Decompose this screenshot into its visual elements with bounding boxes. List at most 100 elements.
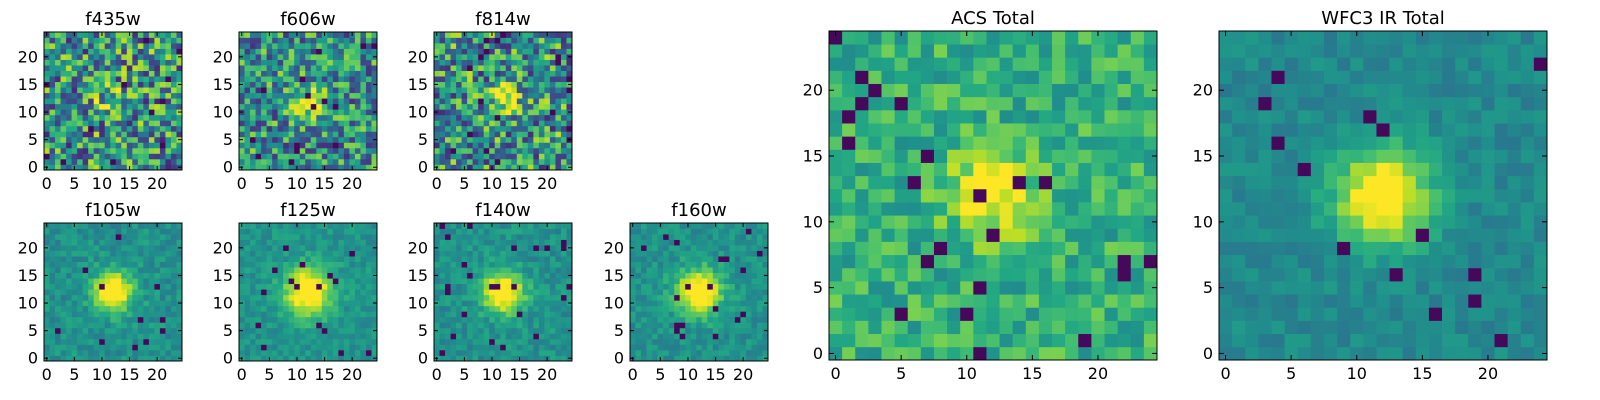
- heatmap-cell: [261, 153, 267, 160]
- heatmap-cell: [82, 70, 89, 77]
- heatmap-cell: [511, 103, 518, 110]
- x-tick-label: 0: [237, 174, 247, 193]
- heatmap-cell: [641, 250, 647, 257]
- heatmap-cell: [999, 188, 1014, 203]
- heatmap-cell: [148, 239, 155, 246]
- heatmap-cell: [544, 234, 551, 240]
- heatmap-cell: [641, 311, 647, 318]
- heatmap-cell: [82, 65, 89, 71]
- heatmap-cell: [360, 54, 367, 60]
- heatmap-cell: [674, 322, 681, 329]
- heatmap-cell: [283, 48, 290, 55]
- heatmap-cell: [354, 245, 361, 251]
- heatmap-cell: [99, 65, 106, 71]
- heatmap-cell: [544, 278, 551, 285]
- heatmap-cell: [261, 59, 267, 66]
- heatmap-cell: [261, 32, 267, 38]
- heatmap-cell: [49, 103, 56, 110]
- heatmap-cell: [1078, 188, 1092, 203]
- heatmap-cell: [148, 267, 155, 274]
- heatmap-cell: [132, 283, 139, 290]
- heatmap-cell: [316, 142, 323, 149]
- heatmap-cell: [159, 355, 166, 362]
- heatmap-cell: [522, 289, 529, 296]
- heatmap-cell: [549, 131, 556, 138]
- heatmap-cell: [538, 223, 545, 229]
- heatmap-cell: [288, 164, 295, 171]
- heatmap-cell: [1117, 281, 1132, 295]
- heatmap-cell: [283, 267, 290, 274]
- heatmap-cell: [439, 228, 446, 235]
- heatmap-cell: [674, 228, 681, 235]
- heatmap-cell: [110, 256, 117, 262]
- heatmap-cell: [456, 54, 462, 60]
- heatmap-cell: [538, 32, 545, 38]
- heatmap-cell: [283, 136, 290, 143]
- heatmap-cell: [701, 283, 708, 290]
- heatmap-cell: [371, 228, 378, 235]
- heatmap-cell: [500, 283, 507, 290]
- heatmap-cell: [66, 32, 72, 38]
- heatmap-cell: [88, 245, 95, 251]
- y-tick-label: 0: [223, 158, 233, 177]
- heatmap-cell: [266, 250, 273, 257]
- heatmap-cell: [707, 349, 714, 356]
- heatmap-cell: [283, 300, 290, 307]
- heatmap-cell: [338, 125, 345, 132]
- heatmap-cell: [544, 256, 551, 262]
- heatmap-cell: [327, 250, 334, 257]
- heatmap-cell: [255, 164, 262, 171]
- heatmap-cell: [159, 65, 166, 71]
- heatmap-cell: [494, 120, 501, 127]
- heatmap-cell: [343, 278, 350, 285]
- heatmap-cell: [933, 346, 948, 361]
- heatmap-cell: [244, 147, 251, 154]
- heatmap-cell: [343, 153, 350, 160]
- heatmap-cell: [327, 333, 334, 340]
- heatmap-cell: [88, 59, 95, 66]
- heatmap-cell: [115, 245, 122, 251]
- heatmap-cell: [646, 272, 653, 279]
- heatmap-cell: [332, 322, 339, 329]
- heatmap-cell: [740, 300, 747, 307]
- heatmap-cell: [261, 76, 267, 83]
- heatmap-cell: [365, 131, 372, 138]
- heatmap-cell: [494, 294, 501, 301]
- heatmap-cell: [115, 344, 122, 351]
- heatmap-cell: [734, 327, 741, 334]
- heatmap-cell: [461, 316, 468, 323]
- heatmap-cell: [472, 76, 479, 83]
- heatmap-cell: [538, 349, 545, 356]
- heatmap-cell: [126, 153, 133, 160]
- heatmap-cell: [283, 147, 290, 154]
- heatmap-cell: [472, 147, 479, 154]
- heatmap-cell: [947, 307, 961, 321]
- heatmap-cell: [478, 147, 485, 154]
- heatmap-cell: [349, 153, 356, 160]
- heatmap-cell: [696, 239, 703, 246]
- heatmap-cell: [176, 289, 183, 296]
- heatmap-cell: [646, 267, 653, 274]
- heatmap-cell: [299, 70, 306, 77]
- heatmap-cell: [343, 59, 350, 66]
- heatmap-cell: [93, 261, 100, 268]
- heatmap-cell: [165, 158, 172, 165]
- heatmap-cell: [71, 109, 78, 116]
- heatmap-cell: [283, 54, 290, 60]
- heatmap-cell: [104, 239, 111, 246]
- heatmap-cell: [126, 109, 133, 116]
- heatmap-cell: [349, 98, 356, 105]
- heatmap-cell: [439, 261, 446, 268]
- heatmap-cell: [920, 267, 935, 282]
- heatmap-cell: [126, 322, 133, 329]
- heatmap-cell: [99, 125, 106, 132]
- heatmap-cell: [66, 136, 72, 143]
- heatmap-cell: [165, 349, 172, 356]
- heatmap-cell: [1052, 241, 1066, 256]
- heatmap-cell: [494, 333, 501, 340]
- heatmap-cell: [696, 333, 703, 340]
- heatmap-cell: [82, 147, 89, 154]
- heatmap-cell: [321, 98, 328, 105]
- heatmap-cell: [527, 300, 534, 307]
- heatmap-cell: [327, 32, 334, 38]
